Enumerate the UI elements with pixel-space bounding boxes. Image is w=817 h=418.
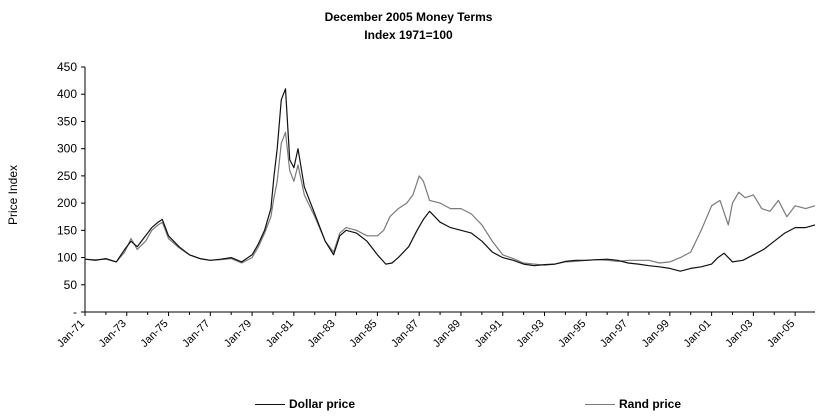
y-tick-label: 250 — [57, 169, 77, 183]
x-tick-label: Jan-01 — [681, 318, 713, 350]
legend-label-rand: Rand price — [619, 397, 682, 411]
y-tick-label: 100 — [57, 251, 77, 265]
x-tick-label: Jan-05 — [765, 318, 797, 350]
legend-swatch-dollar — [255, 403, 285, 405]
y-tick-label: 450 — [57, 60, 77, 74]
x-tick-label: Jan-99 — [640, 318, 672, 350]
y-tick-label: 400 — [57, 87, 77, 101]
x-tick-label: Jan-89 — [431, 318, 463, 350]
series-line-dollar — [84, 88, 816, 272]
series-line-rand — [84, 131, 816, 266]
x-tick-label: Jan-03 — [723, 318, 755, 350]
x-tick-label: Jan-85 — [347, 318, 379, 350]
x-tick-label: Jan-87 — [389, 318, 421, 350]
x-tick-label: Jan-81 — [264, 318, 296, 350]
y-tick-label: - — [73, 305, 77, 319]
legend-swatch-rand — [585, 403, 615, 405]
y-tick-label: 200 — [57, 196, 77, 210]
x-tick-label: Jan-91 — [473, 318, 505, 350]
x-tick-label: Jan-83 — [305, 318, 337, 350]
x-tick-label: Jan-79 — [222, 318, 254, 350]
legend-label-dollar: Dollar price — [289, 397, 356, 411]
x-tick-label: Jan-97 — [598, 318, 630, 350]
x-tick-label: Jan-73 — [97, 318, 129, 350]
x-tick-label: Jan-71 — [55, 318, 87, 350]
y-tick-label: 300 — [57, 142, 77, 156]
legend-item-rand: Rand price — [585, 397, 681, 411]
legend-item-dollar: Dollar price — [255, 397, 355, 411]
y-tick-label: 50 — [64, 278, 78, 292]
chart-subtitle: Index 1971=100 — [364, 28, 453, 42]
chart-title: December 2005 Money Terms — [324, 10, 493, 24]
x-tick-label: Jan-75 — [138, 318, 170, 350]
y-tick-label: 350 — [57, 114, 77, 128]
x-tick-label: Jan-95 — [556, 318, 588, 350]
y-tick-label: 150 — [57, 223, 77, 237]
x-tick-label: Jan-77 — [180, 318, 212, 350]
x-tick-label: Jan-93 — [514, 318, 546, 350]
